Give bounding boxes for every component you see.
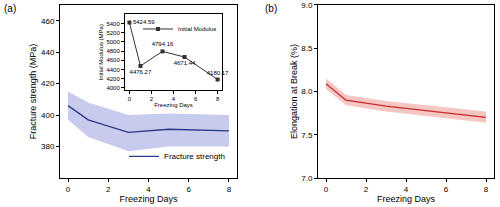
- svg-text:4476.27: 4476.27: [130, 69, 152, 75]
- svg-text:4: 4: [404, 185, 409, 194]
- svg-text:5400: 5400: [106, 21, 120, 27]
- svg-text:6: 6: [194, 96, 198, 102]
- svg-text:Freezing Days: Freezing Days: [119, 194, 178, 204]
- svg-text:(b): (b): [265, 3, 277, 14]
- svg-text:6: 6: [187, 185, 192, 194]
- svg-text:8: 8: [227, 185, 232, 194]
- svg-text:4600: 4600: [106, 57, 120, 63]
- svg-text:Freezing Days: Freezing Days: [154, 102, 193, 108]
- svg-text:420: 420: [41, 79, 55, 88]
- svg-text:4180.17: 4180.17: [207, 70, 229, 76]
- svg-text:0: 0: [66, 185, 71, 194]
- svg-text:4: 4: [172, 96, 176, 102]
- svg-text:5000: 5000: [106, 39, 120, 45]
- svg-text:7.5: 7.5: [301, 131, 313, 140]
- svg-text:5200: 5200: [106, 30, 120, 36]
- svg-text:4200: 4200: [106, 76, 120, 82]
- svg-text:380: 380: [41, 142, 55, 151]
- svg-text:Elongation at Break (%): Elongation at Break (%): [289, 44, 299, 139]
- svg-text:9.0: 9.0: [301, 1, 313, 10]
- svg-text:Fracture strength: Fracture strength: [164, 152, 225, 161]
- svg-text:400: 400: [41, 111, 55, 120]
- svg-text:0: 0: [324, 185, 329, 194]
- svg-text:2: 2: [150, 96, 154, 102]
- svg-text:7.0: 7.0: [301, 174, 313, 183]
- svg-text:4400: 4400: [106, 67, 120, 73]
- svg-text:4: 4: [146, 185, 151, 194]
- svg-text:440: 440: [41, 48, 55, 57]
- svg-text:460: 460: [41, 16, 55, 25]
- svg-text:4000: 4000: [106, 85, 120, 91]
- svg-text:8: 8: [216, 96, 220, 102]
- svg-text:0: 0: [128, 96, 132, 102]
- svg-text:Fracture strength (MPa): Fracture strength (MPa): [28, 44, 38, 140]
- svg-text:6: 6: [444, 185, 449, 194]
- svg-text:Initial Modulus: Initial Modulus: [178, 26, 216, 32]
- svg-text:Initial Modulus (MPa): Initial Modulus (MPa): [98, 24, 104, 80]
- svg-text:4794.16: 4794.16: [152, 41, 174, 47]
- svg-text:Freezing Days: Freezing Days: [377, 194, 436, 204]
- svg-text:4800: 4800: [106, 48, 120, 54]
- svg-text:8.5: 8.5: [301, 44, 313, 53]
- svg-text:2: 2: [364, 185, 369, 194]
- svg-text:2: 2: [106, 185, 111, 194]
- svg-text:8.0: 8.0: [301, 87, 313, 96]
- svg-text:8: 8: [484, 185, 489, 194]
- svg-text:(a): (a): [4, 3, 16, 14]
- svg-text:4671.44: 4671.44: [174, 60, 196, 66]
- svg-text:5424.59: 5424.59: [133, 19, 155, 25]
